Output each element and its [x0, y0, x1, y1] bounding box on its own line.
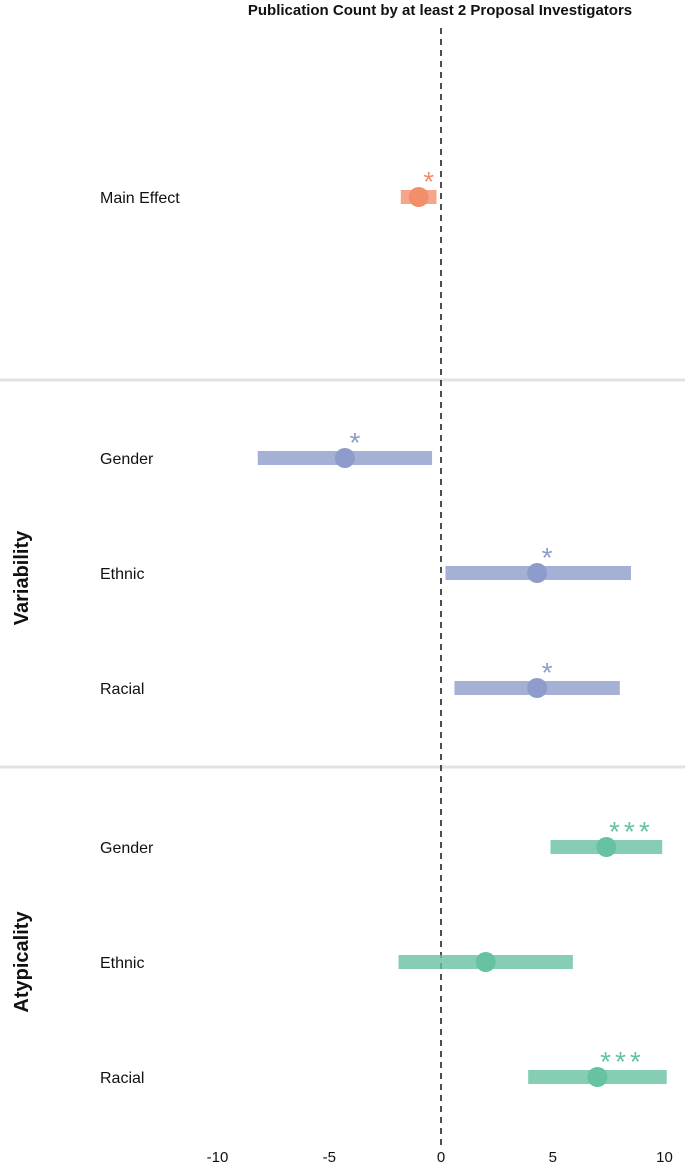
point-estimate [527, 678, 548, 698]
significance-stars: * [349, 427, 360, 458]
row-label: Racial [100, 681, 144, 698]
point-estimate [527, 563, 548, 583]
point-estimate [475, 952, 496, 972]
point-estimate [596, 837, 617, 857]
row-label: Racial [100, 1070, 144, 1087]
estimate-row: Gender * [100, 427, 433, 468]
significance-stars: *** [609, 816, 654, 847]
group-labels: Variability Atypicality [11, 530, 33, 1013]
estimate-row: Ethnic [100, 952, 573, 972]
estimate-rows: Main Effect * Gender * Ethnic * Racial * Gender *… [100, 166, 667, 1087]
x-tick-label: 5 [549, 1149, 557, 1166]
row-label: Ethnic [100, 566, 144, 583]
x-tick-label: -10 [207, 1149, 229, 1166]
estimate-row: Gender *** [100, 816, 663, 857]
point-estimate [587, 1067, 608, 1087]
point-estimate [408, 187, 429, 207]
estimate-row: Racial *** [100, 1046, 667, 1087]
estimate-row: Racial * [100, 657, 620, 698]
x-axis: -10 -5 0 5 10 [207, 1149, 673, 1166]
group-label: Atypicality [11, 911, 33, 1013]
x-tick-label: 0 [437, 1149, 445, 1166]
significance-stars: * [542, 542, 553, 573]
x-tick-label: -5 [323, 1149, 336, 1166]
row-label: Ethnic [100, 955, 144, 972]
significance-stars: * [542, 657, 553, 688]
row-label: Main Effect [100, 190, 180, 207]
group-label: Variability [11, 530, 33, 625]
estimate-row: Main Effect * [100, 166, 437, 207]
row-label: Gender [100, 840, 154, 857]
x-tick-label: 10 [656, 1149, 673, 1166]
point-estimate [334, 448, 355, 468]
group-separators [0, 378, 685, 769]
significance-stars: *** [600, 1046, 645, 1077]
estimate-row: Ethnic * [100, 542, 631, 583]
chart-title: Publication Count by at least 2 Proposal… [248, 2, 632, 19]
significance-stars: * [423, 166, 434, 197]
row-label: Gender [100, 451, 154, 468]
